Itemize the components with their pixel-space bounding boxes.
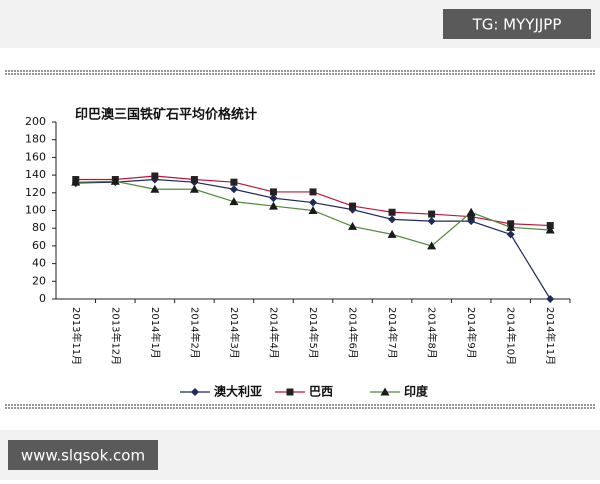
x-tick-label: 2014年7月 bbox=[386, 307, 399, 359]
point bbox=[427, 217, 436, 226]
point bbox=[269, 188, 277, 196]
point bbox=[309, 198, 317, 207]
y-tick-label: 180 bbox=[25, 133, 46, 146]
y-tick-label: 40 bbox=[32, 257, 46, 270]
footer-box bbox=[8, 440, 158, 470]
point bbox=[427, 241, 437, 250]
point bbox=[545, 225, 555, 234]
watermark-box bbox=[443, 9, 591, 39]
point bbox=[506, 222, 516, 231]
y-tick-label: 20 bbox=[32, 274, 46, 287]
x-tick-label: 2014年4月 bbox=[267, 307, 280, 359]
x-tick-label: 2014年6月 bbox=[347, 307, 360, 359]
point bbox=[71, 177, 81, 186]
point bbox=[150, 184, 160, 193]
y-tick-label: 140 bbox=[25, 168, 46, 181]
point bbox=[467, 213, 475, 221]
legend-label: 印度 bbox=[404, 384, 429, 399]
y-tick-label: 120 bbox=[25, 186, 46, 199]
x-tick-label: 2014年8月 bbox=[426, 307, 439, 359]
point bbox=[151, 172, 159, 180]
x-tick-label: 2013年12月 bbox=[109, 307, 122, 365]
point bbox=[110, 176, 120, 185]
point bbox=[308, 206, 318, 214]
y-tick-label: 100 bbox=[25, 204, 46, 217]
point bbox=[229, 185, 238, 194]
point bbox=[387, 229, 397, 238]
point bbox=[349, 202, 357, 210]
x-tick-label: 2014年1月 bbox=[149, 307, 162, 359]
y-tick-label: 80 bbox=[32, 221, 46, 234]
x-tick-label: 2014年10月 bbox=[505, 307, 518, 365]
legend-marker bbox=[191, 388, 199, 396]
point bbox=[546, 295, 555, 303]
point bbox=[388, 208, 396, 216]
point bbox=[428, 210, 436, 218]
y-tick-label: 160 bbox=[25, 150, 46, 163]
chart-title: 印巴澳三国铁矿石平均价格统计 bbox=[75, 107, 257, 123]
legend-label: 巴西 bbox=[309, 385, 333, 399]
point bbox=[348, 221, 358, 230]
y-tick-label: 200 bbox=[25, 115, 46, 128]
x-tick-label: 2013年11月 bbox=[70, 307, 83, 365]
point bbox=[506, 230, 515, 239]
y-tick-label: 60 bbox=[32, 239, 46, 252]
legend-marker bbox=[380, 387, 390, 396]
series-line bbox=[75, 178, 551, 300]
point bbox=[466, 207, 476, 216]
x-tick-label: 2014年11月 bbox=[544, 307, 557, 365]
point bbox=[388, 215, 397, 224]
point bbox=[268, 201, 278, 210]
x-tick-label: 2014年2月 bbox=[188, 307, 201, 359]
point bbox=[230, 178, 238, 186]
legend-marker bbox=[286, 388, 294, 396]
point bbox=[190, 176, 198, 184]
point bbox=[229, 197, 239, 206]
point bbox=[309, 188, 317, 196]
x-tick-label: 2014年3月 bbox=[228, 307, 241, 359]
watermark-text: TG: MYYJJPP bbox=[472, 16, 562, 34]
x-tick-label: 2014年9月 bbox=[465, 307, 478, 359]
footer-text: www.slqsok.com bbox=[21, 447, 145, 465]
point bbox=[189, 184, 199, 193]
legend-label: 澳大利亚 bbox=[214, 384, 262, 399]
y-tick-label: 0 bbox=[39, 292, 46, 305]
point bbox=[269, 194, 278, 203]
x-tick-label: 2014年5月 bbox=[307, 307, 320, 359]
